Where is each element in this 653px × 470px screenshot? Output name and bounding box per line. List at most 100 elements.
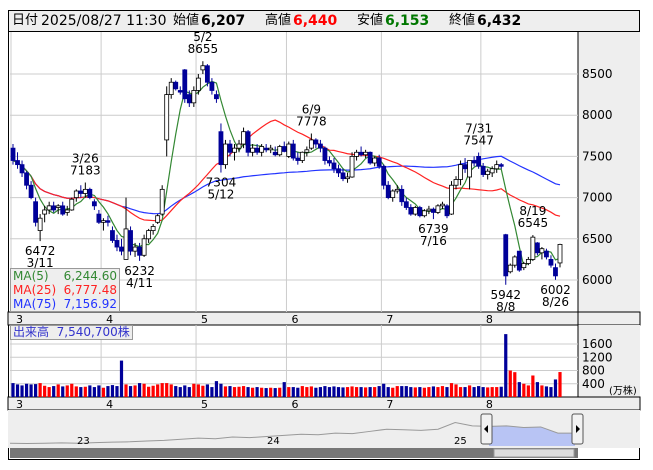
date-label: 日付	[12, 13, 39, 28]
candle	[476, 155, 482, 167]
volume-bar	[137, 383, 142, 397]
candle	[64, 209, 70, 213]
volume-bar	[467, 385, 472, 397]
ma25-line	[12, 119, 561, 222]
candle	[354, 151, 359, 157]
volume-bar	[70, 383, 74, 397]
candle	[534, 242, 540, 254]
month-label: 3	[16, 313, 23, 326]
candle	[195, 77, 201, 91]
volume-bar	[124, 384, 128, 397]
candle	[507, 264, 513, 273]
candle	[96, 213, 102, 223]
volume-bar	[223, 386, 228, 397]
candle	[114, 240, 120, 248]
candle	[331, 162, 337, 170]
candle	[336, 168, 341, 174]
candle	[421, 210, 427, 217]
volume-bar	[74, 386, 78, 397]
volume-bar	[250, 387, 255, 397]
volume-bar	[472, 387, 476, 397]
volume-bar	[323, 386, 327, 397]
month-axis-bottom	[7, 396, 641, 411]
month-label: 7	[386, 398, 393, 411]
volume-tick-label: 1600	[582, 337, 613, 351]
candle	[37, 217, 43, 231]
annotation-label: 6002	[540, 283, 571, 297]
volume-bar	[486, 387, 490, 397]
candle	[69, 198, 75, 211]
candle	[372, 157, 378, 164]
candle	[295, 157, 301, 161]
volume-bar	[535, 382, 539, 397]
volume-bar	[359, 387, 363, 397]
volume-bar	[246, 387, 250, 397]
candle	[494, 164, 500, 170]
annotation-label: 7778	[296, 114, 327, 128]
candle	[363, 151, 369, 156]
annotation-label: 5/12	[207, 188, 234, 202]
month-label: 6	[291, 313, 298, 326]
volume-bar	[549, 387, 553, 397]
annotation-label: 4/11	[126, 276, 153, 290]
volume-unit-label: (万株)	[609, 384, 637, 397]
volume-bar	[83, 386, 87, 397]
volume-bar	[336, 387, 341, 397]
volume-axis-panel	[578, 325, 640, 397]
candle	[376, 157, 382, 167]
month-label: 5	[201, 398, 208, 411]
volume-bar	[282, 382, 286, 397]
candle	[444, 205, 450, 217]
candle	[394, 188, 400, 192]
high-value: 6,440	[293, 13, 338, 29]
candle	[182, 69, 188, 100]
candle	[82, 188, 88, 194]
candle	[137, 246, 142, 256]
volume-bar	[305, 387, 309, 397]
candle	[60, 205, 66, 215]
volume-bar	[400, 386, 404, 397]
candle	[119, 246, 124, 252]
volume-bar	[174, 386, 178, 397]
volume-tick-label: 1200	[582, 350, 613, 364]
candle	[557, 244, 563, 264]
candle	[390, 190, 396, 198]
scrollbar-thumb[interactable]	[493, 448, 575, 458]
volume-bar	[15, 384, 20, 397]
volume-bar	[445, 387, 449, 397]
candle	[539, 248, 545, 254]
volume-bar	[92, 387, 96, 397]
volume-bar	[273, 388, 277, 397]
scrollbar-track[interactable]	[10, 448, 578, 458]
volume-bar	[61, 386, 65, 397]
volume-bar	[540, 385, 544, 397]
month-label: 5	[201, 313, 208, 326]
volume-bar	[436, 387, 440, 397]
price-tick-label: 8500	[582, 67, 613, 81]
volume-bar	[97, 385, 101, 397]
candle	[281, 146, 287, 152]
volume-bar	[300, 386, 304, 397]
ohlc-header: 日付 2025/08/27 11:30 始値 6,207 高値 6,440 安値…	[8, 10, 640, 32]
volume-bar	[463, 387, 467, 397]
candle	[101, 220, 106, 223]
candle	[462, 164, 468, 170]
price-tick-label: 7000	[582, 191, 613, 205]
volume-bar	[391, 387, 395, 397]
volume-bar	[345, 387, 350, 397]
volume-bar	[165, 383, 169, 397]
volume-bar	[354, 387, 359, 397]
volume-bar	[160, 383, 164, 397]
volume-bar	[278, 387, 282, 397]
candle	[272, 151, 278, 156]
volume-bar	[47, 387, 51, 397]
candle	[15, 160, 20, 166]
annotation-label: 8655	[188, 42, 219, 56]
candle	[254, 147, 260, 153]
volume-bar	[404, 386, 408, 397]
close-label: 終値	[449, 13, 476, 28]
volume-bar	[350, 386, 354, 397]
volume-bar	[522, 383, 526, 397]
volume-bar	[187, 387, 191, 397]
